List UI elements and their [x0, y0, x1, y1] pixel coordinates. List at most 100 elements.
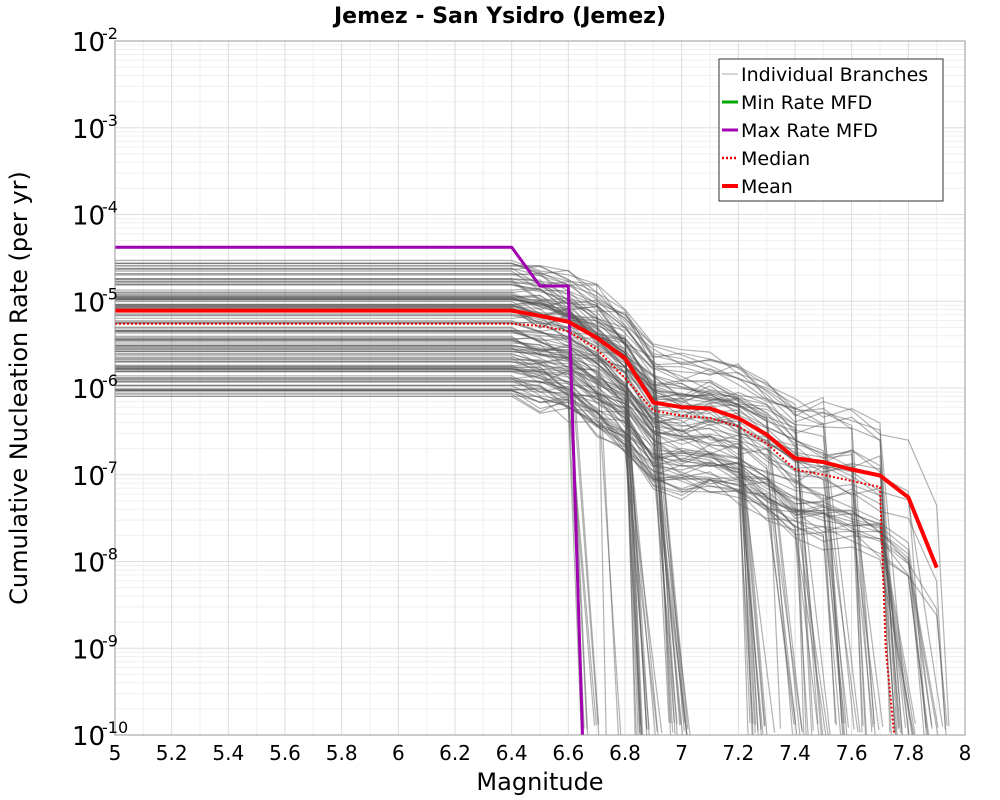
branch-line — [115, 379, 678, 725]
branch-line — [115, 262, 891, 733]
branch-line — [115, 395, 583, 735]
branch-line — [115, 392, 915, 735]
branch-line — [115, 295, 848, 735]
legend-label: Max Rate MFD — [741, 120, 878, 142]
branch-line — [115, 368, 913, 735]
branch-line — [115, 370, 597, 726]
legend-box — [718, 58, 944, 202]
branch-line — [115, 321, 867, 735]
x-tick-label: 5.8 — [326, 741, 358, 765]
branch-line — [115, 337, 691, 735]
x-axis-label: Magnitude — [476, 768, 603, 796]
branch-line — [115, 320, 762, 735]
branch-line — [115, 331, 846, 735]
branch-line — [115, 264, 672, 724]
branch-line — [115, 342, 656, 735]
y-tick-exponent: -8 — [102, 545, 118, 564]
x-tick-label: 7.2 — [722, 741, 754, 765]
x-tick-label: 5 — [109, 741, 122, 765]
branch-line — [115, 338, 892, 735]
y-tick-base: 10 — [72, 635, 105, 665]
branch-line — [115, 259, 843, 724]
series-mean — [115, 308, 939, 569]
branch-line — [115, 294, 819, 725]
branch-line — [115, 298, 600, 725]
series-max-rate-mfd — [115, 245, 584, 735]
y-tick-base: 10 — [72, 462, 105, 492]
branch-line — [115, 262, 676, 735]
branch-line — [115, 384, 658, 732]
branch-line — [115, 379, 585, 729]
branch-line — [115, 358, 688, 735]
branch-line — [115, 265, 950, 727]
branch-line — [115, 366, 795, 725]
branch-line — [115, 361, 850, 728]
branch-line — [115, 270, 875, 725]
branch-line — [115, 307, 903, 735]
branch-line — [115, 282, 685, 732]
branch-line — [115, 329, 659, 735]
branch-line — [115, 344, 946, 730]
legend-label: Mean — [741, 176, 793, 198]
branch-line — [115, 284, 672, 735]
branch-line — [115, 267, 813, 735]
branch-line — [115, 262, 607, 735]
branch-line — [115, 384, 939, 735]
branch-line — [115, 297, 782, 729]
x-tick-label: 5.4 — [212, 741, 244, 765]
chart-title: Jemez - San Ysidro (Jemez) — [332, 4, 666, 29]
y-axis-label: Cumulative Nucleation Rate (per yr) — [5, 171, 33, 605]
y-tick-exponent: -3 — [102, 111, 118, 130]
y-tick-exponent: -7 — [102, 458, 118, 477]
branch-line — [115, 338, 648, 731]
branch-line — [115, 370, 933, 729]
branch-line — [115, 388, 842, 735]
x-tick-label: 6 — [392, 741, 405, 765]
branch-line — [115, 381, 939, 728]
x-tick-label: 6.8 — [609, 741, 641, 765]
branch-line — [115, 367, 927, 729]
y-tick-exponent: -5 — [102, 284, 118, 303]
x-tick-label: 5.6 — [269, 741, 301, 765]
branch-line — [115, 330, 684, 735]
branch-line — [115, 287, 674, 733]
branch-line — [115, 371, 663, 734]
branch-line — [115, 340, 902, 734]
branch-line — [115, 335, 864, 726]
branch-line — [115, 293, 822, 735]
branch-line — [115, 361, 880, 730]
branch-line — [115, 362, 874, 728]
branch-line — [115, 320, 600, 735]
branch-line — [115, 314, 807, 735]
branch-line — [115, 279, 814, 731]
branch-line — [115, 273, 910, 735]
branch-line — [115, 375, 914, 735]
branch-line — [115, 335, 670, 723]
branch-line — [115, 304, 681, 726]
y-tick-base: 10 — [72, 722, 105, 752]
branch-line — [115, 389, 929, 735]
legend-label: Min Rate MFD — [741, 92, 872, 114]
branch-line — [115, 355, 845, 735]
branch-line — [115, 345, 641, 726]
x-tick-label: 6.6 — [552, 741, 584, 765]
branch-line — [115, 350, 916, 724]
branch-line — [115, 309, 896, 732]
legend: Individual Branches Min Rate MFD Max Rate … — [718, 58, 944, 202]
y-tick-exponent: -6 — [102, 371, 118, 390]
branch-line — [115, 294, 805, 735]
branch-line — [115, 347, 682, 725]
y-tick-base: 10 — [72, 549, 105, 579]
branch-line — [115, 390, 754, 724]
legend-label: Individual Branches — [741, 64, 928, 86]
x-tick-label: 5.2 — [156, 741, 188, 765]
branch-line — [115, 368, 897, 735]
branch-line — [115, 389, 930, 735]
x-tick-label: 6.2 — [439, 741, 471, 765]
branch-line — [115, 350, 637, 735]
branch-line — [115, 351, 762, 730]
branch-line — [115, 356, 764, 735]
branch-line — [115, 281, 619, 735]
branch-line — [115, 366, 846, 724]
